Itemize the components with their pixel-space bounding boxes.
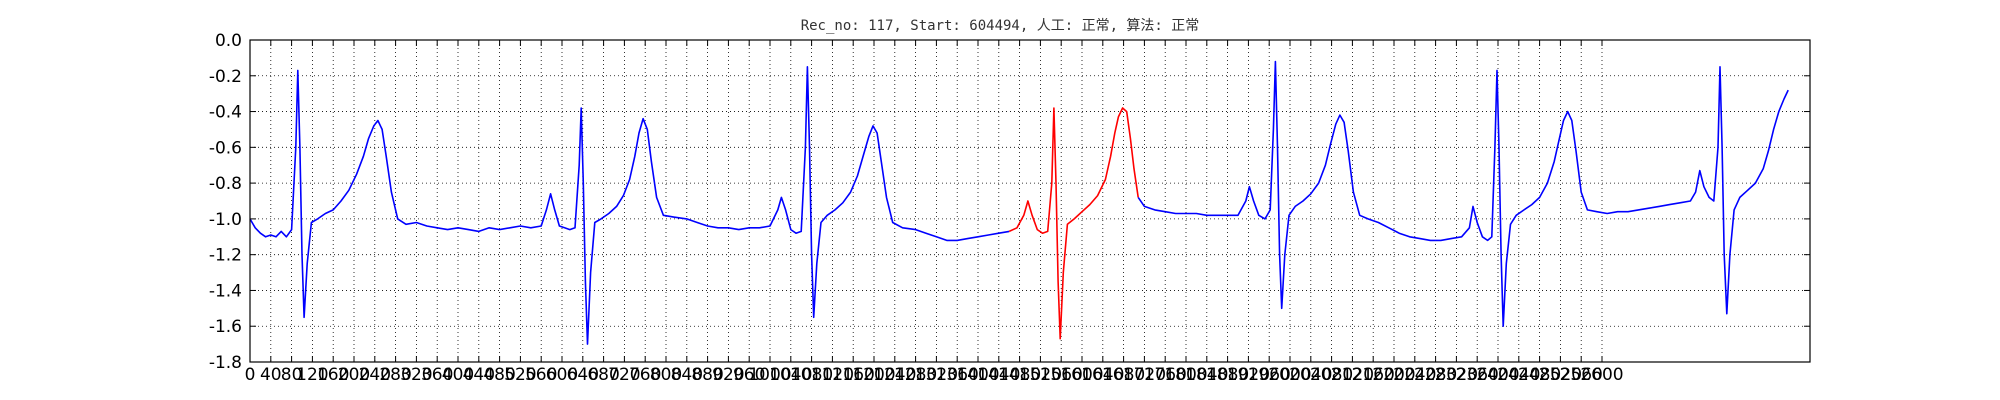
x-tick-label: 320 (400, 365, 432, 385)
y-tick-label: -0.8 (209, 174, 242, 194)
y-tick-label: -1.4 (209, 281, 242, 301)
x-tick-label: 400 (442, 365, 474, 385)
x-tick-label: 520 (504, 365, 536, 385)
ecg-series-line-2 (1008, 107, 1139, 340)
x-tick-label: 1440 (977, 365, 1020, 385)
x-tick-label: 1040 (769, 365, 812, 385)
x-tick-label: 880 (691, 365, 723, 385)
x-tick-label: 1360 (936, 365, 979, 385)
x-tick-label: 2240 (1393, 365, 1436, 385)
y-tick-label: -0.4 (209, 103, 242, 123)
x-tick-label: 1320 (915, 365, 958, 385)
x-tick-label: 2320 (1435, 365, 1478, 385)
x-tick-label: 1200 (852, 365, 895, 385)
x-tick-label: 2440 (1497, 365, 1540, 385)
x-tick-label: 1520 (1019, 365, 1062, 385)
x-tick-label: 600 (546, 365, 578, 385)
x-tick-label: 1800 (1164, 365, 1207, 385)
x-tick-label: 1280 (894, 365, 937, 385)
x-tick-label: 2280 (1414, 365, 1457, 385)
y-tick-label: -1.8 (209, 353, 242, 373)
y-tick-label: -1.0 (209, 210, 242, 230)
x-tick-label: 1160 (832, 365, 875, 385)
x-tick-label: 920 (712, 365, 744, 385)
x-tick-label: 560 (525, 365, 557, 385)
x-tick-label: 200 (338, 365, 370, 385)
x-tick-label: 120 (296, 365, 328, 385)
y-tick-label: 0.0 (215, 31, 242, 51)
x-tick-label: 2480 (1518, 365, 1561, 385)
x-tick-label: 2600 (1580, 365, 1623, 385)
x-tick-label: 2520 (1539, 365, 1582, 385)
x-tick-label: 1080 (790, 365, 833, 385)
x-tick-label: 160 (317, 365, 349, 385)
x-tick-label: 2400 (1476, 365, 1519, 385)
x-tick-label: 280 (379, 365, 411, 385)
x-tick-label: 440 (463, 365, 495, 385)
x-tick-label: 480 (483, 365, 515, 385)
y-tick-label: -1.6 (209, 317, 242, 337)
x-tick-label: 1640 (1081, 365, 1124, 385)
x-tick-label: 800 (650, 365, 682, 385)
ecg-series-line-1 (249, 66, 1010, 345)
x-tick-label: 720 (608, 365, 640, 385)
x-tick-label: 2160 (1352, 365, 1395, 385)
x-tick-label: 1400 (956, 365, 999, 385)
x-tick-label: 1560 (1040, 365, 1083, 385)
x-tick-label: 640 (567, 365, 599, 385)
x-tick-label: 760 (629, 365, 661, 385)
x-tick-label: 680 (587, 365, 619, 385)
plot-frame (249, 39, 1811, 363)
x-tick-label: 1760 (1144, 365, 1187, 385)
x-tick-label: 240 (359, 365, 391, 385)
x-tick-label: 1600 (1060, 365, 1103, 385)
x-tick-label: 1720 (1123, 365, 1166, 385)
x-tick-label: 1680 (1102, 365, 1145, 385)
x-tick-label: 1240 (873, 365, 916, 385)
x-tick-label: 2080 (1310, 365, 1353, 385)
x-tick-label: 2040 (1289, 365, 1332, 385)
x-tick-label: 1000 (748, 365, 791, 385)
x-tick-label: 2120 (1331, 365, 1374, 385)
x-tick-label: 1480 (998, 365, 1041, 385)
series-group (249, 60, 1789, 345)
x-tick-label: 40 (260, 365, 282, 385)
x-axis: 0 40 8012016020024028032036040044048052056… (245, 40, 1624, 385)
y-axis: 0.0 -0.2 -0.4 -0.6 -0.8 -1.0 -1.2 -1.4 -1.6 -1.8 (209, 31, 1810, 373)
chart-title: Rec_no: 117, Start: 604494, 人工: 正常, 算法: … (801, 18, 1200, 34)
ecg-series-line-3 (1137, 60, 1789, 327)
x-tick-label: 2360 (1456, 365, 1499, 385)
x-tick-label: 2560 (1560, 365, 1603, 385)
x-tick-label: 360 (421, 365, 453, 385)
x-tick-label: 80 (281, 365, 303, 385)
x-tick-label: 1120 (811, 365, 854, 385)
x-tick-label: 2000 (1268, 365, 1311, 385)
x-tick-label: 1840 (1185, 365, 1228, 385)
x-tick-label: 960 (733, 365, 765, 385)
x-tick-label: 2200 (1372, 365, 1415, 385)
x-tick-label: 1920 (1227, 365, 1270, 385)
x-tick-label: 1880 (1206, 365, 1249, 385)
x-tick-label: 0 (245, 365, 256, 385)
y-tick-label: -0.6 (209, 138, 242, 158)
x-tick-label: 840 (671, 365, 703, 385)
grid (250, 40, 1810, 362)
y-tick-label: -1.2 (209, 246, 242, 266)
y-tick-label: -0.2 (209, 67, 242, 87)
x-tick-label: 1960 (1248, 365, 1291, 385)
